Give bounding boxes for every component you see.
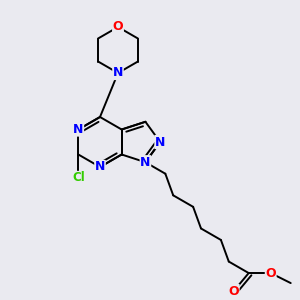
Text: N: N <box>155 136 165 148</box>
Text: O: O <box>228 285 239 298</box>
Text: N: N <box>73 123 83 136</box>
Text: N: N <box>113 67 123 80</box>
Text: N: N <box>140 156 151 169</box>
Text: Cl: Cl <box>72 171 85 184</box>
Text: O: O <box>113 20 123 34</box>
Text: N: N <box>95 160 105 173</box>
Text: O: O <box>266 267 276 280</box>
